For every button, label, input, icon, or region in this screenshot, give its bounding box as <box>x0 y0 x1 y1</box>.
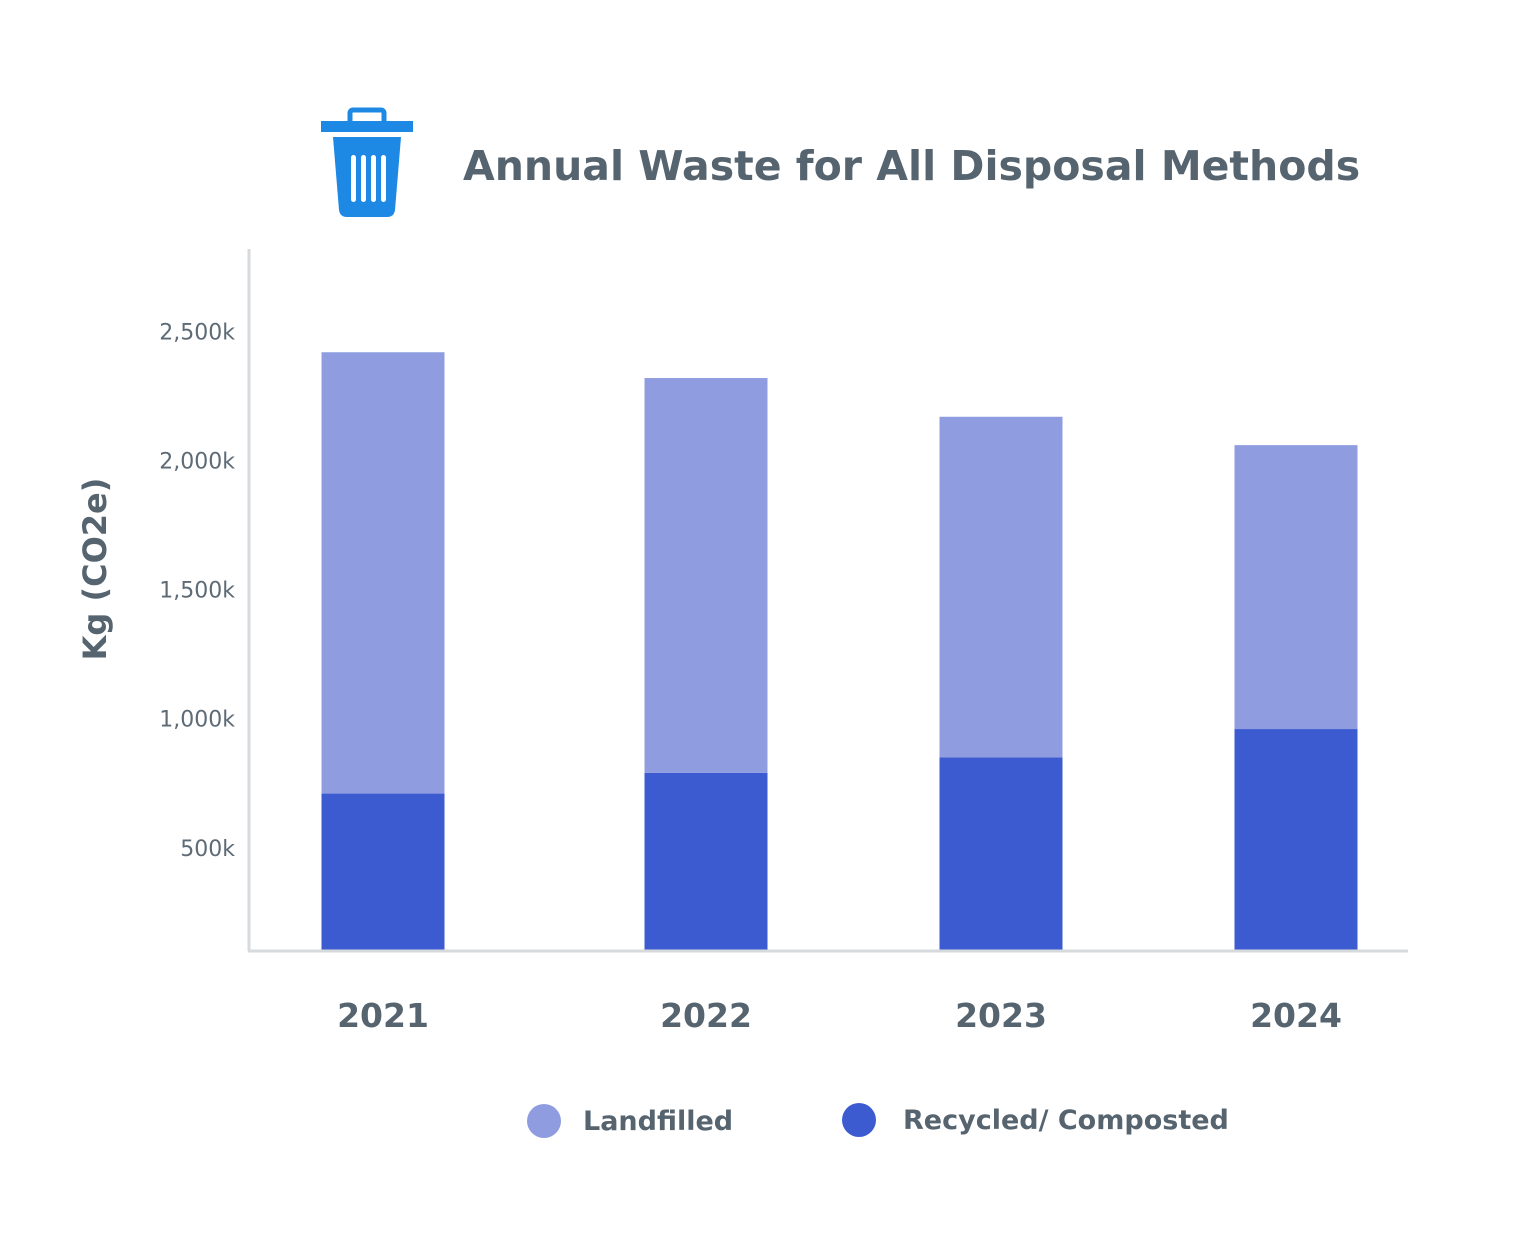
bar-recycled-composted-2022 <box>644 772 768 951</box>
y-axis-label: Kg (CO2e) <box>76 478 114 661</box>
legend-label-recycled: Recycled/ Composted <box>903 1105 1229 1136</box>
chart-title: Annual Waste for All Disposal Methods <box>463 142 1360 190</box>
trash-can-slot-3 <box>371 155 376 202</box>
bar-recycled-composted-2023 <box>939 757 1063 951</box>
bar-landfilled-2024 <box>1234 445 1358 730</box>
y-tick-label: 1,000k <box>159 708 235 733</box>
trash-can-body <box>333 137 401 217</box>
trash-can-lid <box>321 121 413 132</box>
legend-swatch-recycled <box>842 1103 876 1137</box>
bars <box>321 352 1358 951</box>
legend-item-recycled: Recycled/ Composted <box>842 1103 1229 1137</box>
legend: Landfilled Recycled/ Composted <box>527 1103 1229 1138</box>
bar-landfilled-2022 <box>644 378 768 773</box>
bar-landfilled-2023 <box>939 416 1063 758</box>
bar-landfilled-2021 <box>321 352 445 794</box>
y-tick-label: 500k <box>180 837 235 862</box>
legend-swatch-landfilled <box>527 1104 561 1138</box>
legend-item-landfilled: Landfilled <box>527 1104 733 1138</box>
trash-can-slot-4 <box>381 155 386 202</box>
y-tick-label: 2,000k <box>159 450 235 475</box>
trash-can-icon <box>321 107 413 217</box>
trash-can-slot-1 <box>351 155 356 202</box>
y-tick-labels: 500k 1,000k 1,500k 2,000k 2,500k <box>159 321 235 862</box>
x-tick-labels: 2021 2022 2023 2024 <box>337 996 1342 1035</box>
x-tick-label-2023: 2023 <box>955 996 1047 1035</box>
y-tick-label: 2,500k <box>159 321 235 346</box>
x-tick-label-2024: 2024 <box>1250 996 1342 1035</box>
trash-can-slot-2 <box>361 155 366 202</box>
legend-label-landfilled: Landfilled <box>583 1106 733 1137</box>
bar-recycled-composted-2021 <box>321 793 445 951</box>
bar-recycled-composted-2024 <box>1234 729 1358 951</box>
x-tick-label-2021: 2021 <box>337 996 429 1035</box>
x-tick-label-2022: 2022 <box>660 996 752 1035</box>
y-tick-label: 1,500k <box>159 579 235 604</box>
